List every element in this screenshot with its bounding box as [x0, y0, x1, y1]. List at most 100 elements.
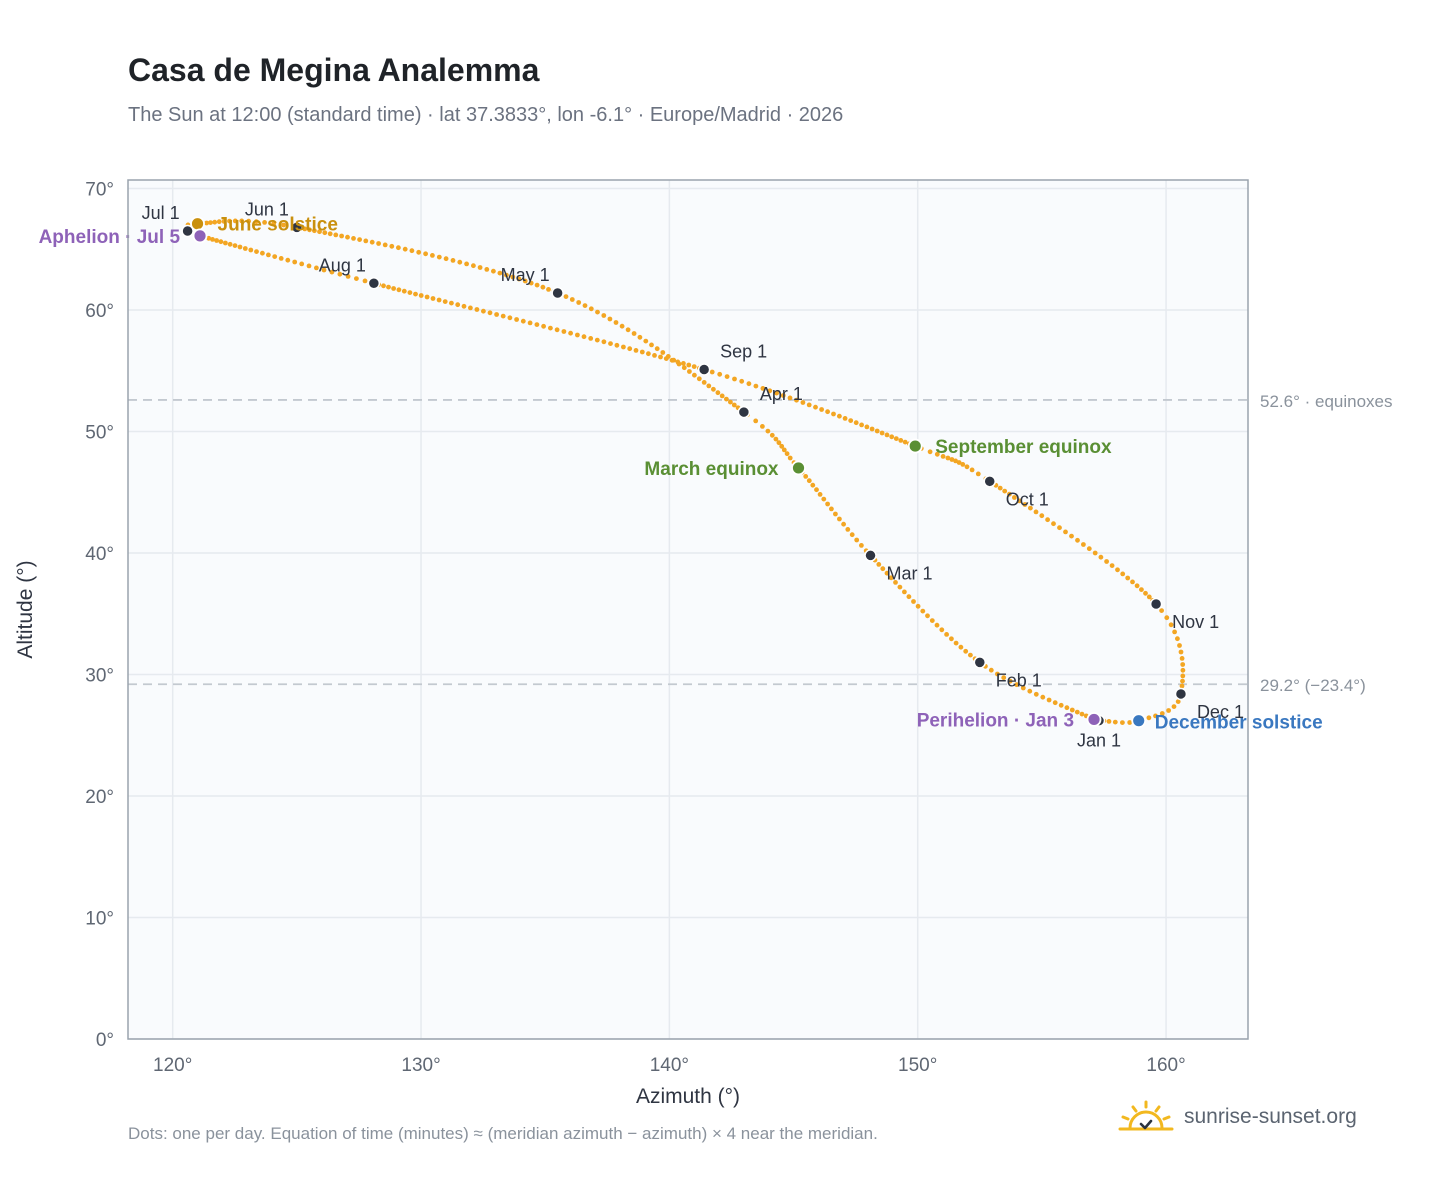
daily-dot — [522, 278, 528, 284]
daily-dot — [601, 339, 607, 345]
daily-dot — [773, 436, 779, 442]
daily-dot — [968, 652, 973, 658]
x-tick-label: 160° — [1146, 1055, 1185, 1076]
daily-dot — [430, 253, 435, 258]
event-label: September equinox — [935, 437, 1112, 458]
daily-dot — [248, 247, 254, 253]
daily-dot — [746, 381, 752, 387]
daily-dot — [206, 235, 212, 241]
daily-dot — [691, 364, 697, 369]
daily-dot — [1020, 685, 1026, 691]
daily-dot — [487, 310, 493, 316]
daily-dot — [484, 267, 490, 272]
daily-dot — [732, 376, 737, 382]
daily-dot — [1178, 649, 1184, 655]
daily-dot — [1106, 719, 1112, 724]
event-marker-dot — [1131, 713, 1147, 729]
daily-dot — [271, 221, 277, 227]
chart-subtitle: The Sun at 12:00 (standard time) · lat 3… — [128, 104, 844, 126]
daily-dot — [212, 219, 218, 225]
daily-dot — [613, 320, 619, 325]
daily-dot — [902, 589, 907, 595]
month-marker-dot — [551, 286, 564, 300]
daily-dot — [369, 239, 375, 245]
daily-dot — [491, 268, 496, 274]
daily-dot — [1027, 688, 1033, 694]
daily-dot — [819, 407, 824, 412]
y-tick-label: 30° — [85, 666, 114, 687]
daily-dot — [964, 464, 970, 470]
daily-dot — [260, 250, 265, 256]
daily-dot — [621, 344, 626, 350]
daily-dot — [639, 349, 645, 355]
chart-title: Casa de Megina Analemma — [128, 52, 540, 88]
daily-dot — [494, 312, 499, 317]
month-marker-label: Nov 1 — [1172, 612, 1219, 632]
y-tick-label: 60° — [85, 301, 114, 322]
daily-dot — [1115, 567, 1120, 573]
daily-dot — [649, 342, 654, 348]
daily-dot — [660, 350, 666, 355]
brand-link[interactable]: sunrise-sunset.org — [1118, 1100, 1357, 1134]
daily-dot — [841, 521, 846, 527]
daily-dot — [884, 432, 890, 438]
event-marker-dot — [907, 438, 923, 454]
daily-dot — [1175, 636, 1180, 642]
month-marker-label: May 1 — [501, 265, 550, 285]
daily-dot — [1180, 678, 1185, 684]
x-tick-label: 130° — [401, 1055, 440, 1076]
daily-dot — [232, 243, 238, 249]
daily-dot — [554, 327, 560, 333]
daily-dot — [1146, 715, 1152, 721]
daily-dot — [430, 296, 436, 301]
daily-dot — [681, 361, 686, 366]
y-tick-label: 70° — [85, 180, 114, 201]
x-tick-label: 150° — [898, 1055, 937, 1076]
daily-dot — [1045, 517, 1050, 523]
daily-dot — [779, 443, 785, 449]
daily-dot — [906, 594, 912, 600]
daily-dot — [663, 356, 669, 361]
daily-dot — [1139, 587, 1144, 592]
reference-line-label: 52.6° · equinoxes — [1260, 392, 1393, 411]
brand-name[interactable]: sunrise-sunset.org — [1184, 1105, 1357, 1128]
daily-dot — [594, 337, 600, 343]
daily-dot — [837, 413, 842, 419]
month-marker-dot — [1149, 597, 1163, 611]
daily-dot — [1046, 697, 1052, 703]
daily-dot — [654, 346, 660, 352]
month-marker-dot — [697, 363, 711, 376]
event-marker-dot — [791, 460, 806, 476]
daily-dot — [382, 242, 388, 248]
daily-dot — [940, 454, 946, 459]
daily-dot — [569, 297, 575, 302]
daily-dot — [514, 317, 519, 322]
daily-dot — [767, 388, 773, 394]
daily-dot — [1112, 719, 1118, 725]
daily-dot — [717, 371, 723, 377]
daily-dot — [643, 338, 649, 344]
daily-dot — [652, 353, 657, 358]
event-marker-dot — [1086, 712, 1102, 727]
month-marker-dot — [181, 224, 194, 238]
daily-dot — [929, 618, 935, 623]
daily-dot — [386, 284, 391, 290]
daily-dot — [780, 393, 786, 398]
month-marker-dot — [1174, 687, 1188, 701]
daily-dot — [474, 307, 480, 312]
daily-dot — [1075, 537, 1080, 543]
daily-dot — [633, 348, 639, 353]
month-marker-dot — [864, 549, 877, 562]
event-label: Perihelion · Jan 3 — [917, 710, 1074, 731]
daily-dot — [464, 261, 469, 267]
daily-dot — [285, 257, 291, 263]
daily-dot — [527, 320, 533, 326]
plot-frame — [127, 179, 1249, 1040]
daily-dot — [949, 457, 955, 462]
daily-dot — [995, 671, 1000, 677]
daily-dot — [354, 276, 359, 281]
daily-dot — [675, 359, 681, 365]
daily-dot — [281, 222, 286, 228]
daily-dot — [997, 485, 1003, 491]
daily-dot — [345, 234, 350, 240]
